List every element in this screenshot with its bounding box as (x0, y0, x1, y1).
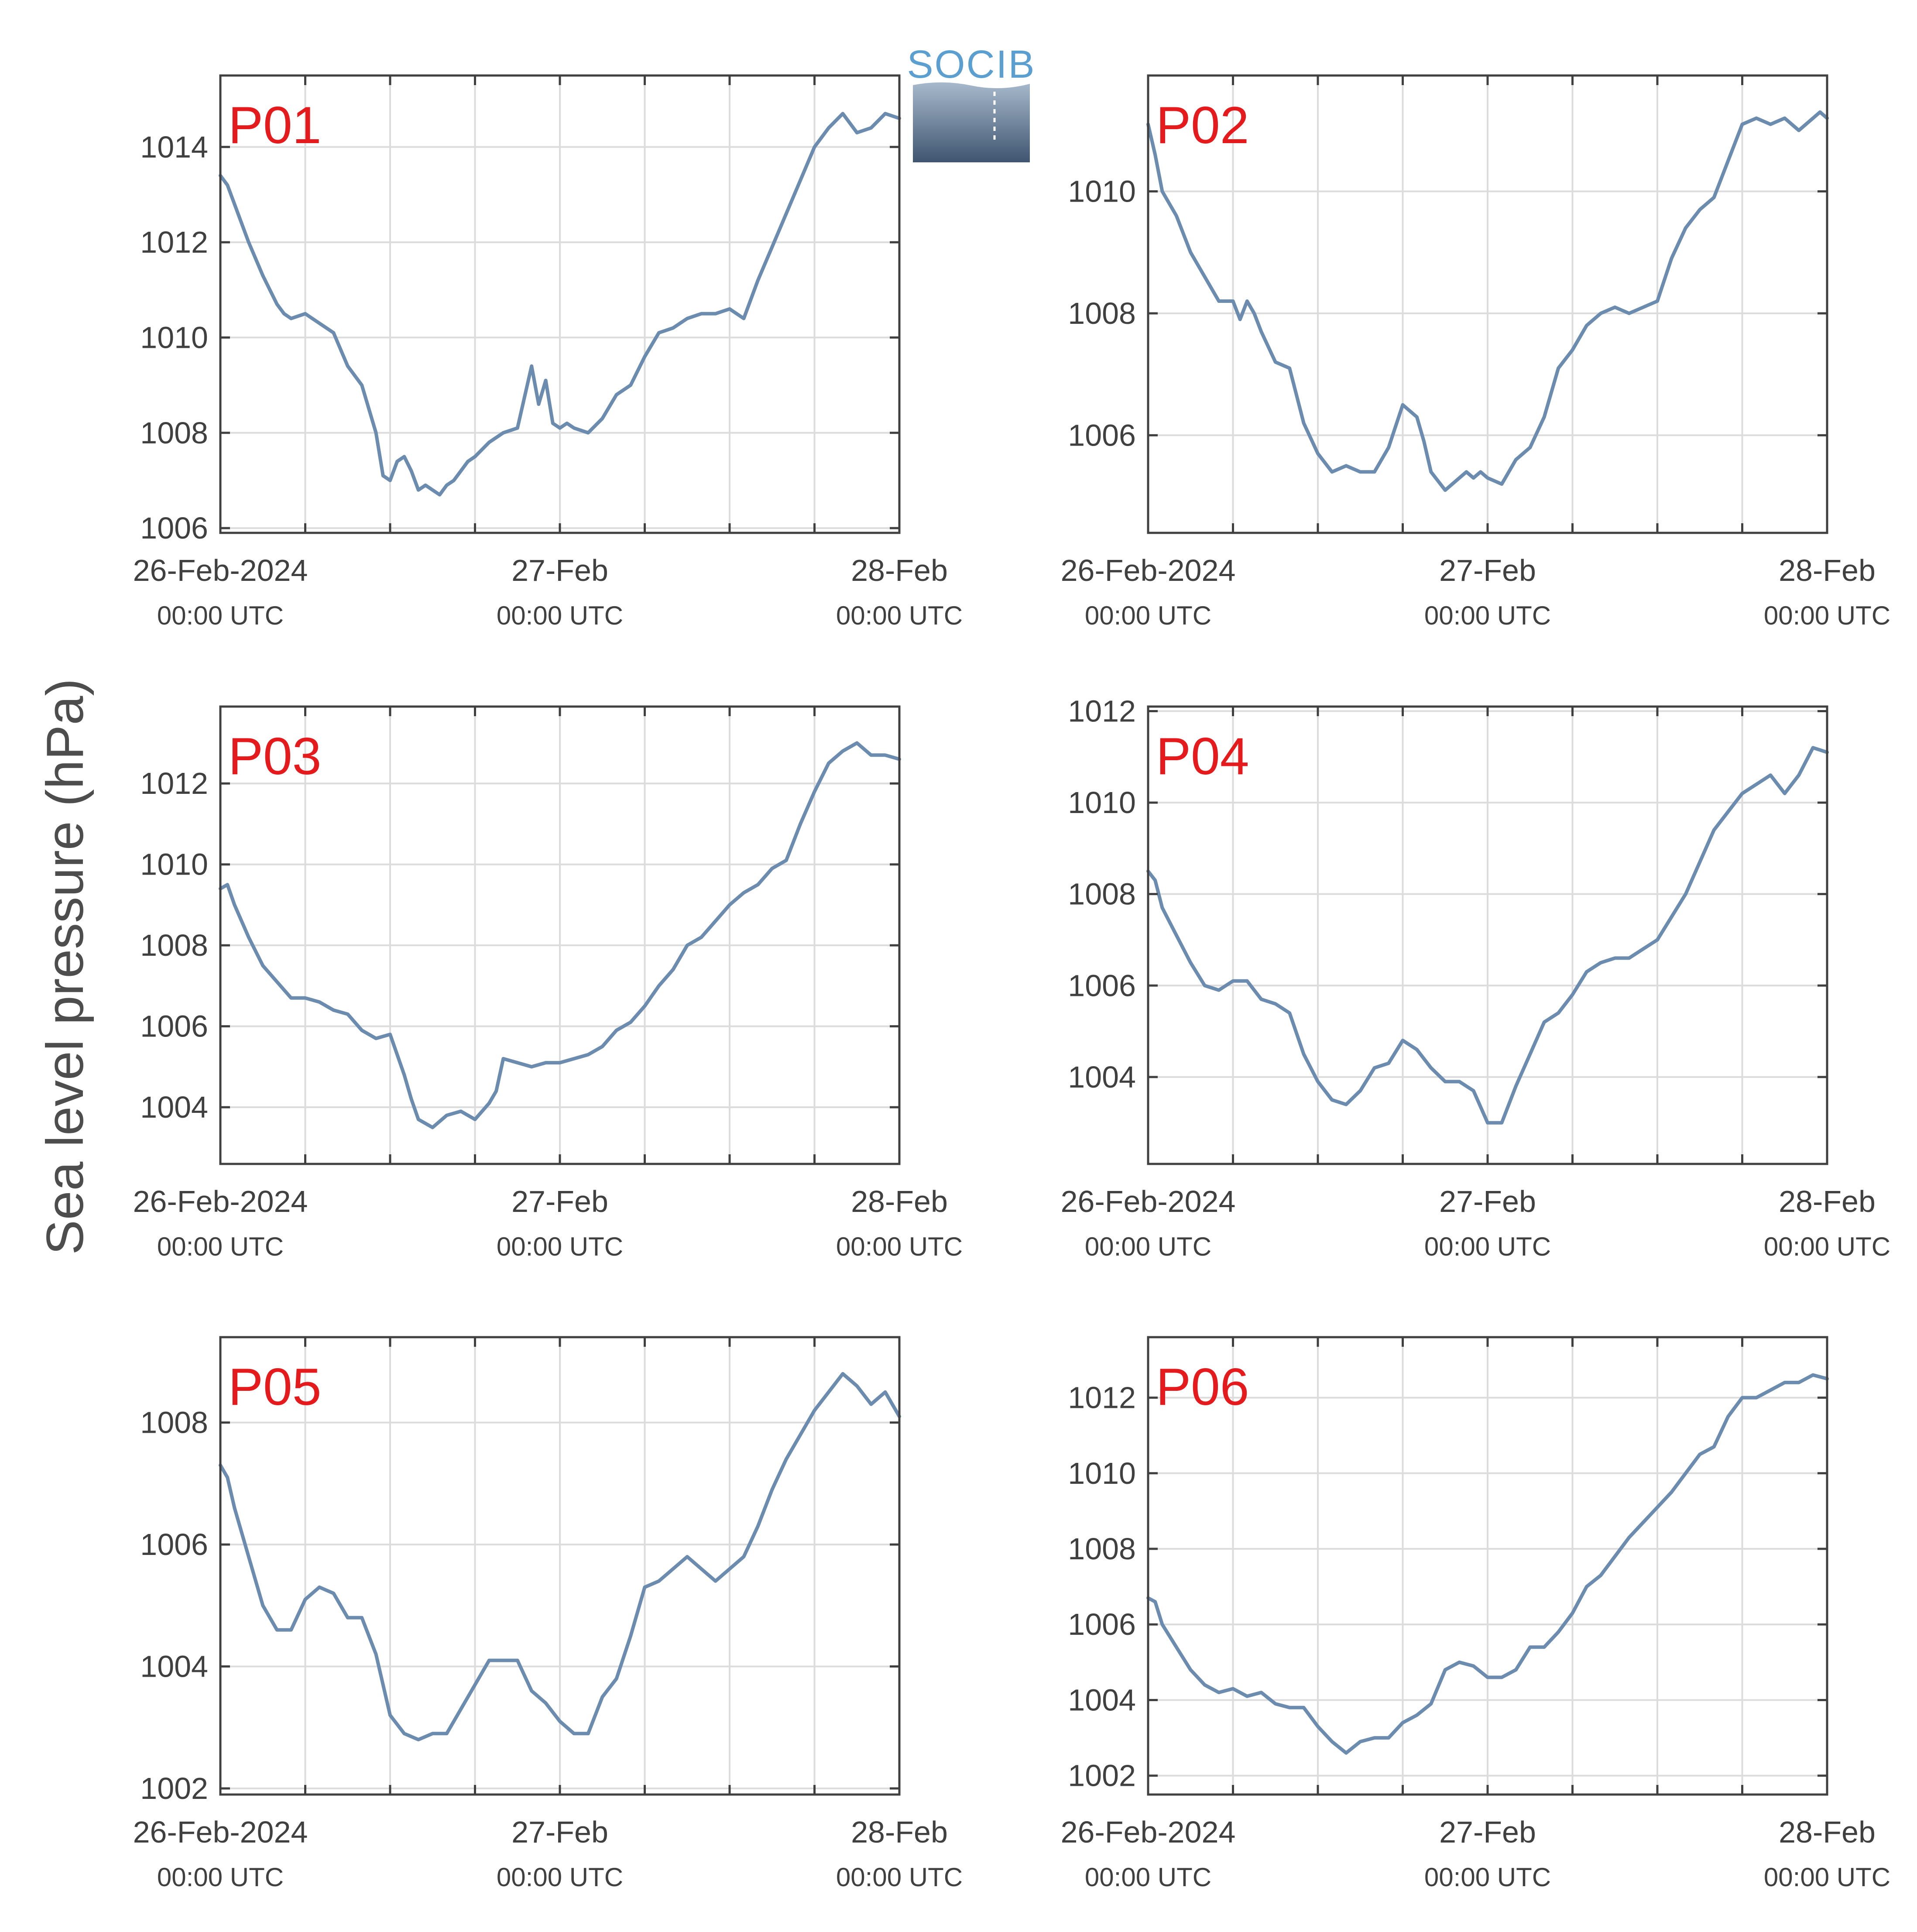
socib-logo-text: SOCIB (907, 43, 1036, 86)
y-tick-label: 1008 (140, 1406, 208, 1440)
y-tick-label: 1006 (140, 511, 208, 545)
y-tick-label: 1006 (140, 1009, 208, 1043)
y-tick-label: 1008 (140, 416, 208, 450)
logo-wave-icon (913, 82, 1030, 162)
panel-title: P01 (228, 96, 322, 154)
panel-title: P02 (1156, 96, 1249, 154)
y-tick-label: 1012 (1068, 694, 1136, 728)
x-tick-sublabel: 00:00 UTC (157, 1232, 284, 1261)
panel-title: P04 (1156, 727, 1249, 786)
x-tick-label: 28-Feb (1779, 553, 1876, 587)
y-tick-label: 1006 (1068, 968, 1136, 1002)
y-tick-label: 1012 (1068, 1381, 1136, 1415)
x-tick-sublabel: 00:00 UTC (1764, 1232, 1890, 1261)
x-tick-label: 28-Feb (1779, 1184, 1876, 1218)
x-tick-label: 27-Feb (511, 553, 608, 587)
y-tick-label: 1008 (140, 928, 208, 962)
x-tick-label: 27-Feb (1439, 1184, 1536, 1218)
panel-p05: 1002 1004 1006 1008 26-Feb-2024 00:00 UTC 27-F… (133, 1336, 963, 1892)
x-tick-sublabel: 00:00 UTC (1764, 601, 1890, 630)
x-tick-sublabel: 00:00 UTC (1424, 1232, 1551, 1261)
x-tick-label: 26-Feb-2024 (1061, 553, 1236, 587)
x-tick-sublabel: 00:00 UTC (836, 1863, 963, 1892)
socib-logo: SOCIB (907, 43, 1036, 162)
panels: 1006 1008 1010 1012 1014 26-Feb-2024 00:00 UTC… (133, 74, 1890, 1892)
x-tick-sublabel: 00:00 UTC (157, 601, 284, 630)
x-tick-label: 26-Feb-2024 (1061, 1184, 1236, 1218)
x-tick-label: 27-Feb (511, 1184, 608, 1218)
y-tick-label: 1010 (1068, 786, 1136, 820)
y-tick-label: 1006 (140, 1527, 208, 1561)
x-tick-label: 28-Feb (851, 1184, 948, 1218)
panel-title: P05 (228, 1358, 322, 1416)
x-tick-label: 26-Feb-2024 (1061, 1815, 1236, 1849)
x-tick-label: 27-Feb (1439, 553, 1536, 587)
x-tick-sublabel: 00:00 UTC (1085, 1232, 1211, 1261)
x-tick-label: 26-Feb-2024 (133, 1184, 308, 1218)
y-tick-label: 1006 (1068, 1607, 1136, 1641)
y-tick-label: 1008 (1068, 877, 1136, 911)
x-tick-sublabel: 00:00 UTC (1424, 601, 1551, 630)
series-line (1146, 1373, 1829, 1755)
series-line (219, 112, 901, 497)
y-tick-label: 1014 (140, 130, 208, 164)
panel-title: P03 (228, 727, 322, 786)
y-tick-label: 1004 (140, 1650, 208, 1684)
x-tick-sublabel: 00:00 UTC (157, 1863, 284, 1892)
panel-p04: 1004 1006 1008 1010 1012 26-Feb-2024 00:00 UTC… (1061, 694, 1890, 1261)
y-tick-label: 1010 (1068, 174, 1136, 208)
panel-title: P06 (1156, 1358, 1249, 1416)
y-tick-label: 1008 (1068, 1532, 1136, 1566)
x-tick-label: 27-Feb (1439, 1815, 1536, 1849)
y-tick-label: 1004 (140, 1090, 208, 1124)
series-line (219, 741, 901, 1129)
x-tick-label: 28-Feb (851, 553, 948, 587)
x-tick-sublabel: 00:00 UTC (1085, 1863, 1211, 1892)
x-tick-label: 26-Feb-2024 (133, 1815, 308, 1849)
x-tick-sublabel: 00:00 UTC (836, 601, 963, 630)
series-line (1146, 110, 1829, 492)
y-tick-label: 1010 (1068, 1456, 1136, 1490)
x-tick-sublabel: 00:00 UTC (836, 1232, 963, 1261)
y-tick-label: 1004 (1068, 1683, 1136, 1717)
y-tick-label: 1006 (1068, 418, 1136, 452)
y-tick-label: 1010 (140, 320, 208, 354)
x-tick-sublabel: 00:00 UTC (497, 601, 623, 630)
y-tick-label: 1002 (1068, 1759, 1136, 1793)
x-tick-label: 28-Feb (1779, 1815, 1876, 1849)
panel-p06: 1002 1004 1006 1008 1010 1012 26-Feb-2024 00:00… (1061, 1336, 1890, 1892)
x-tick-label: 28-Feb (851, 1815, 948, 1849)
x-tick-label: 27-Feb (511, 1815, 608, 1849)
x-tick-sublabel: 00:00 UTC (1085, 601, 1211, 630)
x-tick-sublabel: 00:00 UTC (1424, 1863, 1551, 1892)
y-tick-label: 1012 (140, 766, 208, 800)
y-tick-label: 1008 (1068, 296, 1136, 330)
panel-p03: 1004 1006 1008 1010 1012 26-Feb-2024 00:00 UTC… (133, 705, 963, 1261)
series-line (219, 1372, 901, 1742)
x-tick-label: 26-Feb-2024 (133, 553, 308, 587)
y-tick-label: 1010 (140, 848, 208, 882)
x-tick-sublabel: 00:00 UTC (497, 1863, 623, 1892)
y-tick-label: 1004 (1068, 1060, 1136, 1094)
panel-p01: 1006 1008 1010 1012 1014 26-Feb-2024 00:00 UTC… (133, 74, 963, 630)
y-tick-label: 1012 (140, 225, 208, 259)
y-tick-label: 1002 (140, 1771, 208, 1805)
x-tick-sublabel: 00:00 UTC (497, 1232, 623, 1261)
x-tick-sublabel: 00:00 UTC (1764, 1863, 1890, 1892)
panel-p02: 1006 1008 1010 26-Feb-2024 00:00 UTC 27-Feb 00… (1061, 74, 1890, 630)
series-line (1146, 746, 1829, 1125)
y-axis-label: Sea level pressure (hPa) (36, 679, 94, 1255)
